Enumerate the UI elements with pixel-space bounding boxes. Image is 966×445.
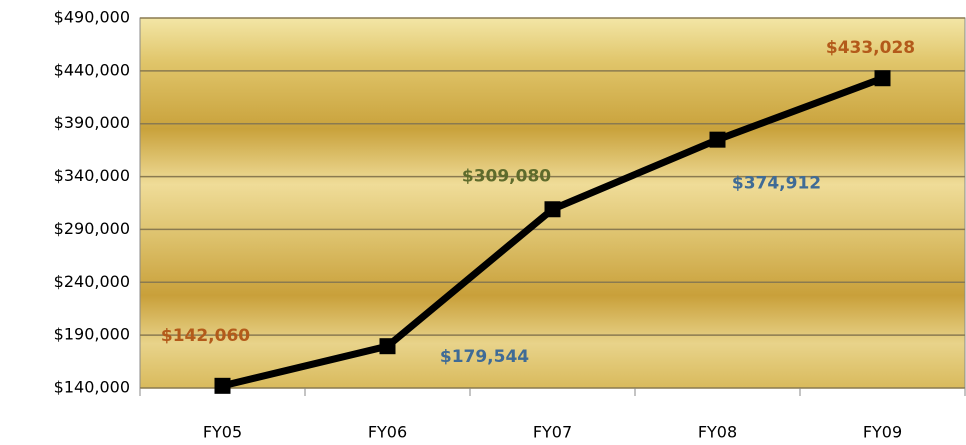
x-tick-label: FY05 bbox=[203, 423, 242, 442]
x-tick-label: FY06 bbox=[368, 423, 407, 442]
data-label: $433,028 bbox=[826, 38, 915, 58]
data-label: $374,912 bbox=[732, 174, 821, 194]
y-tick-label: $390,000 bbox=[54, 113, 130, 132]
data-label: $142,060 bbox=[161, 326, 250, 346]
y-tick-label: $440,000 bbox=[54, 60, 130, 79]
marker bbox=[874, 70, 891, 87]
x-tick-label: FY08 bbox=[698, 423, 737, 442]
marker bbox=[379, 338, 396, 355]
y-tick-label: $490,000 bbox=[54, 8, 130, 27]
data-label: $179,544 bbox=[440, 347, 529, 367]
x-tick-label: FY09 bbox=[863, 423, 902, 442]
x-tick-label: FY07 bbox=[533, 423, 572, 442]
y-tick-label: $290,000 bbox=[54, 219, 130, 238]
y-tick-label: $240,000 bbox=[54, 272, 130, 291]
marker bbox=[214, 377, 231, 394]
y-tick-label: $140,000 bbox=[54, 378, 130, 397]
y-tick-label: $340,000 bbox=[54, 166, 130, 185]
y-tick-label: $190,000 bbox=[54, 325, 130, 344]
marker bbox=[709, 131, 726, 148]
marker bbox=[544, 201, 561, 218]
data-label: $309,080 bbox=[462, 166, 551, 186]
